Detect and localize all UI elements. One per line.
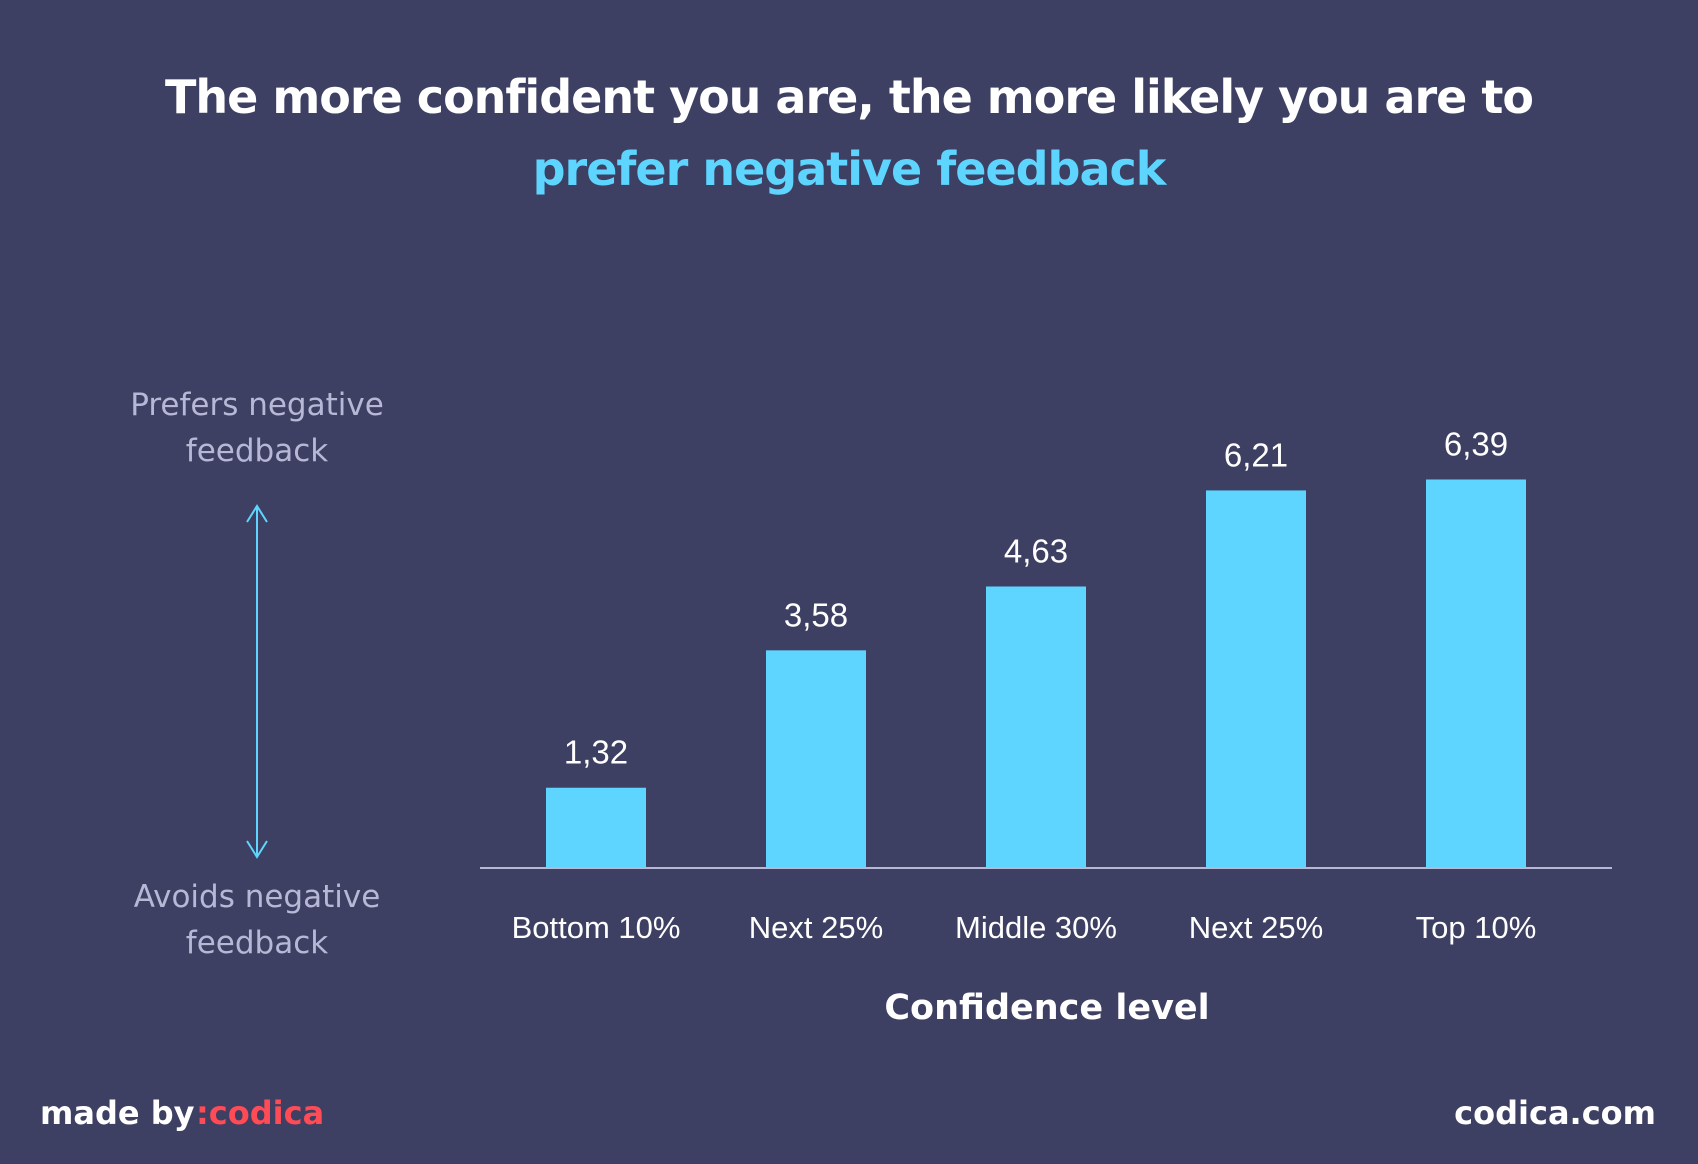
bar-5 <box>1426 479 1526 868</box>
chart-subtitle: prefer negative feedback <box>532 142 1167 196</box>
bar-1 <box>546 787 646 868</box>
x-tick-label-3: Middle 30% <box>955 910 1117 945</box>
codica-logo: :codica <box>196 1094 325 1132</box>
x-tick-label-2: Next 25% <box>749 910 883 945</box>
x-tick-label-4: Next 25% <box>1189 910 1323 945</box>
bar-value-label-5: 6,39 <box>1444 425 1508 462</box>
y-axis-top-label: Prefers negative feedback <box>130 387 384 469</box>
bar-value-label-2: 3,58 <box>784 596 848 633</box>
x-axis-label: Confidence level <box>884 988 1210 1028</box>
x-tick-label-1: Bottom 10% <box>512 910 681 945</box>
bar-value-label-1: 1,32 <box>564 734 628 771</box>
bar-4 <box>1206 490 1306 868</box>
bar-value-label-4: 6,21 <box>1224 436 1288 473</box>
y-axis-bottom-label: Avoids negative feedback <box>133 879 381 961</box>
site-url: codica.com <box>1454 1094 1656 1132</box>
bar-2 <box>766 650 866 868</box>
made-by-text: made by <box>40 1094 195 1132</box>
bar-value-label-3: 4,63 <box>1004 532 1068 569</box>
bar-3 <box>986 586 1086 868</box>
chart-title: The more confident you are, the more lik… <box>165 70 1534 124</box>
x-tick-label-5: Top 10% <box>1416 910 1537 945</box>
